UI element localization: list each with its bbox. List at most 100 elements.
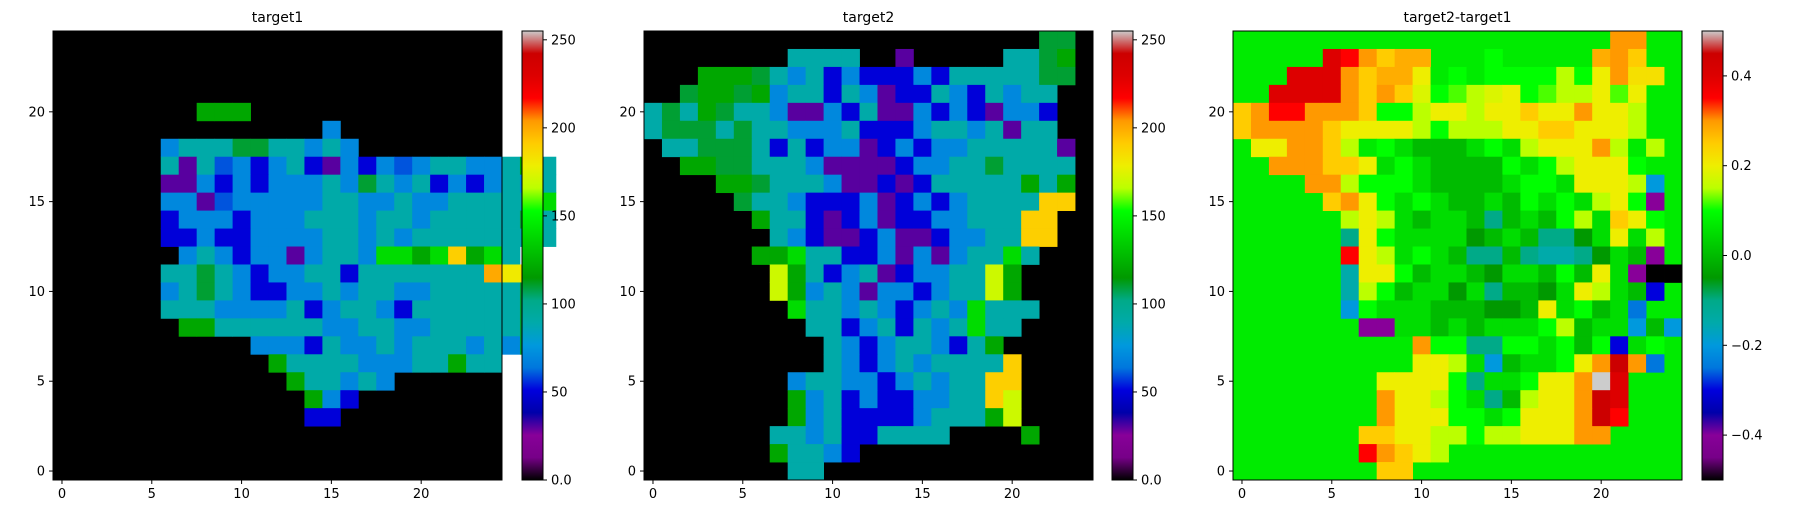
heatmap-cell: [1466, 67, 1484, 85]
heatmap-cell: [1592, 157, 1610, 175]
heatmap-cell: [1413, 390, 1431, 408]
heatmap-cell: [1039, 175, 1057, 193]
heatmap-cell: [698, 139, 716, 157]
heatmap-cell: [1431, 300, 1449, 318]
heatmap-cell: [1413, 229, 1431, 247]
heatmap-cell: [1538, 408, 1556, 426]
heatmap-cell: [716, 103, 734, 121]
heatmap-cell: [842, 426, 860, 444]
heatmap-cell: [734, 157, 752, 175]
heatmap-cell: [1610, 390, 1628, 408]
heatmap-cell: [1538, 247, 1556, 265]
heatmap-cell: [985, 300, 1003, 318]
heatmap-cell: [179, 211, 197, 229]
heatmap-cell: [967, 354, 985, 372]
heatmap-cell: [824, 354, 842, 372]
heatmap-cell: [1395, 193, 1413, 211]
heatmap-cell: [1449, 193, 1467, 211]
heatmap-cell: [1377, 67, 1395, 85]
heatmap-cell: [1431, 175, 1449, 193]
heatmap-cell: [1628, 318, 1646, 336]
heatmap-cell: [824, 247, 842, 265]
heatmap-cell: [985, 336, 1003, 354]
heatmap-cell: [466, 264, 484, 282]
heatmap-cell: [269, 300, 287, 318]
y-tick-label: 5: [628, 375, 636, 390]
heatmap-cell: [1484, 300, 1502, 318]
heatmap-cell: [967, 67, 985, 85]
heatmap-cell: [860, 318, 878, 336]
heatmap-cell: [161, 193, 179, 211]
heatmap-cell: [1449, 139, 1467, 157]
heatmap-cell: [430, 157, 448, 175]
heatmap-cell: [877, 85, 895, 103]
heatmap-cell: [1359, 282, 1377, 300]
heatmap-cell: [1502, 426, 1520, 444]
heatmap-cell: [842, 103, 860, 121]
heatmap-cell: [1484, 157, 1502, 175]
heatmap-cell: [1664, 318, 1682, 336]
heatmap-cell: [860, 300, 878, 318]
heatmap-cell: [949, 354, 967, 372]
heatmap-cell: [466, 229, 484, 247]
heatmap-cell: [1502, 300, 1520, 318]
heatmap-cell: [286, 157, 304, 175]
heatmap-cell: [1502, 372, 1520, 390]
heatmap-cell: [1556, 193, 1574, 211]
heatmap-cell: [394, 175, 412, 193]
heatmap-cell: [161, 175, 179, 193]
heatmap-cell: [1305, 157, 1323, 175]
heatmap-cell: [842, 157, 860, 175]
heatmap-cell: [1413, 372, 1431, 390]
heatmap-cell: [1431, 103, 1449, 121]
heatmap-cell: [824, 67, 842, 85]
colorbar: 0.050100150200250: [522, 31, 576, 489]
heatmap-cell: [967, 175, 985, 193]
heatmap-cell: [985, 175, 1003, 193]
heatmap-cell: [895, 157, 913, 175]
heatmap-cell: [1592, 247, 1610, 265]
heatmap-cell: [1359, 175, 1377, 193]
heatmap-cell: [1556, 282, 1574, 300]
heatmap-cell: [1592, 193, 1610, 211]
heatmap-cell: [233, 264, 251, 282]
heatmap-cell: [358, 372, 376, 390]
heatmap-cell: [1592, 354, 1610, 372]
heatmap-cell: [1520, 211, 1538, 229]
heatmap-cell: [967, 318, 985, 336]
heatmap-cell: [215, 175, 233, 193]
heatmap-cell: [1592, 49, 1610, 67]
heatmap-cell: [1502, 175, 1520, 193]
heatmap-cell: [340, 157, 358, 175]
heatmap-cell: [967, 336, 985, 354]
heatmap-cell: [1003, 175, 1021, 193]
heatmap-cell: [1610, 354, 1628, 372]
heatmap-cell: [376, 336, 394, 354]
heatmap-cell: [1003, 372, 1021, 390]
colorbar-tick-label: 0.0: [1731, 249, 1752, 264]
heatmap-cell: [931, 193, 949, 211]
heatmap-cell: [985, 247, 1003, 265]
heatmap-cell: [1628, 103, 1646, 121]
heatmap-cell: [1502, 121, 1520, 139]
heatmap-cell: [806, 157, 824, 175]
heatmap-cell: [1556, 318, 1574, 336]
heatmap-cell: [1628, 67, 1646, 85]
heatmap-cell: [1003, 211, 1021, 229]
heatmap-cell: [1377, 139, 1395, 157]
heatmap-cell: [1449, 318, 1467, 336]
heatmap-cell: [877, 318, 895, 336]
heatmap-cell: [931, 318, 949, 336]
heatmap-cell: [877, 229, 895, 247]
heatmap-cell: [1377, 444, 1395, 462]
heatmap-cell: [1538, 300, 1556, 318]
heatmap-cell: [1377, 49, 1395, 67]
heatmap-cell: [1502, 85, 1520, 103]
heatmap-cell: [304, 211, 322, 229]
heatmap-cell: [233, 247, 251, 265]
heatmap-cell: [484, 211, 502, 229]
heatmap-cell: [1592, 300, 1610, 318]
heatmap-cell: [269, 354, 287, 372]
heatmap-cell: [304, 264, 322, 282]
heatmap-cell: [1556, 139, 1574, 157]
